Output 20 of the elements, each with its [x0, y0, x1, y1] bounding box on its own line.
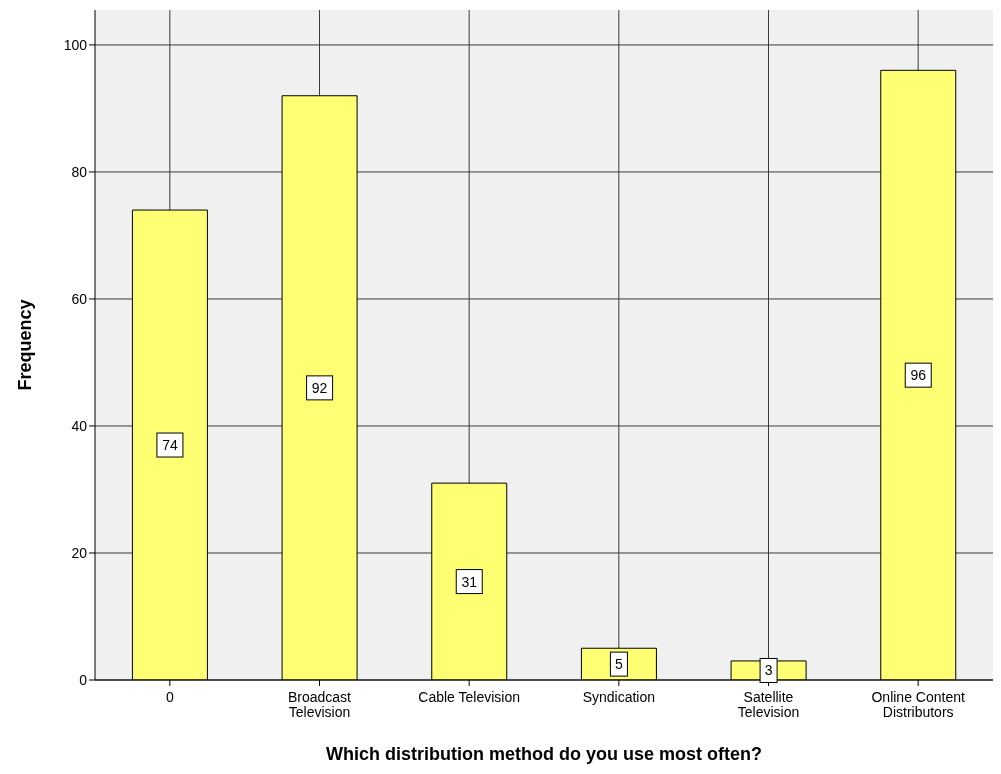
- y-tick-label: 80: [71, 163, 88, 180]
- data-label: 74: [162, 437, 178, 454]
- data-label: 92: [311, 379, 328, 396]
- data-label: 96: [910, 367, 927, 384]
- y-tick-label: 40: [71, 417, 88, 434]
- x-axis-title: Which distribution method do you use most often?: [326, 744, 762, 764]
- x-tick-label: 0: [165, 689, 174, 705]
- x-tick-label: Online Content Distributors: [871, 689, 965, 720]
- x-tick-label: Cable Television: [418, 689, 521, 705]
- x-tick-label: Syndication: [582, 689, 656, 705]
- x-tick-label: Broadcast Television: [287, 689, 352, 720]
- data-label: 31: [461, 573, 478, 590]
- y-tick-label: 60: [71, 290, 88, 307]
- y-tick-label: 20: [71, 544, 88, 561]
- y-tick-label: 0: [79, 671, 88, 688]
- data-label: 5: [615, 656, 624, 673]
- x-tick-label: Satellite Television: [737, 689, 800, 720]
- data-label: 3: [764, 662, 773, 679]
- y-tick-label: 100: [63, 36, 88, 53]
- y-axis-title: Frequency: [15, 299, 36, 391]
